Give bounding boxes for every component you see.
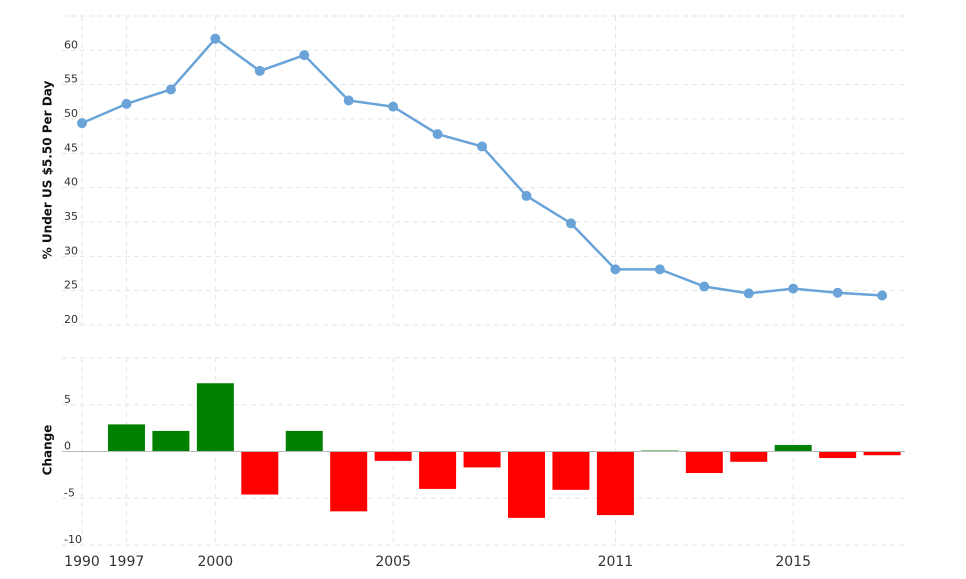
bar bbox=[374, 451, 412, 461]
point bbox=[343, 95, 354, 106]
point bbox=[565, 218, 576, 229]
point bbox=[254, 65, 265, 76]
point bbox=[699, 281, 710, 292]
y-tick-label: 0 bbox=[64, 440, 71, 453]
bar bbox=[819, 451, 857, 459]
bar bbox=[774, 444, 812, 452]
bar bbox=[463, 451, 501, 468]
point bbox=[521, 190, 532, 201]
bar bbox=[419, 451, 457, 489]
bar bbox=[330, 451, 368, 512]
bar bbox=[241, 451, 279, 495]
x-tick-label: 1997 bbox=[109, 554, 145, 570]
point bbox=[743, 288, 754, 299]
bar bbox=[685, 451, 723, 474]
y-tick-label: 30 bbox=[64, 244, 78, 257]
bar bbox=[552, 451, 590, 490]
y-tick-label: 35 bbox=[64, 210, 78, 223]
y-tick-label: 55 bbox=[64, 73, 78, 86]
y-tick-label: 40 bbox=[64, 176, 78, 189]
bar bbox=[730, 451, 768, 462]
bar bbox=[285, 430, 323, 452]
x-tick-label: 2015 bbox=[775, 554, 811, 570]
point bbox=[299, 50, 310, 61]
point bbox=[610, 264, 621, 275]
y-axis-label: % Under US $5.50 Per Day bbox=[41, 81, 55, 260]
bar bbox=[596, 451, 634, 516]
point bbox=[432, 129, 443, 140]
bar bbox=[508, 451, 545, 518]
x-tick-label: 2011 bbox=[598, 554, 634, 570]
y-tick-label: -5 bbox=[64, 486, 75, 499]
point bbox=[388, 101, 399, 112]
point bbox=[77, 118, 87, 129]
bar bbox=[152, 430, 190, 452]
y-tick-label: 50 bbox=[64, 107, 78, 120]
point bbox=[654, 264, 665, 275]
y-axis-label: Change bbox=[41, 425, 55, 476]
point bbox=[832, 287, 843, 298]
line bbox=[81, 36, 883, 297]
y-tick-label: 60 bbox=[64, 38, 78, 51]
point bbox=[165, 84, 176, 95]
y-tick-label: 20 bbox=[64, 313, 78, 326]
y-tick-label: 45 bbox=[64, 141, 78, 154]
point bbox=[210, 33, 221, 44]
x-tick-label: 1990 bbox=[64, 554, 100, 570]
x-tick-label: 2005 bbox=[375, 554, 411, 570]
y-tick-label: 5 bbox=[64, 393, 71, 406]
bar bbox=[107, 424, 145, 452]
point bbox=[788, 283, 799, 294]
y-tick-label: 25 bbox=[64, 279, 78, 292]
bar bbox=[863, 451, 901, 456]
bar bbox=[196, 383, 234, 452]
point bbox=[877, 290, 888, 301]
x-tick-label: 2000 bbox=[198, 554, 234, 570]
point bbox=[477, 141, 488, 152]
y-tick-label: -10 bbox=[64, 533, 82, 546]
point bbox=[121, 98, 132, 109]
